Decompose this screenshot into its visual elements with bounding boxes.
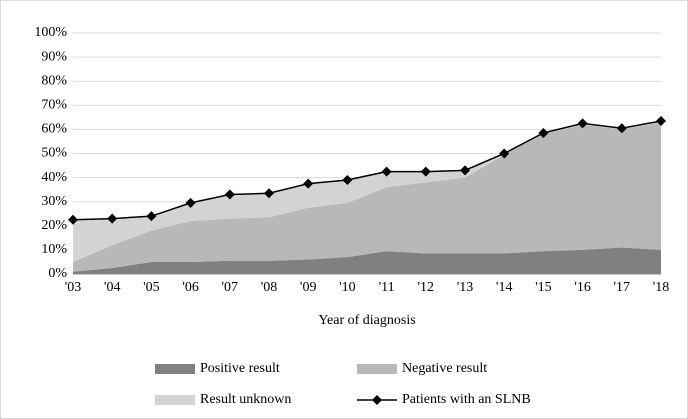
legend-swatch	[357, 364, 397, 374]
x-tick-label: '15	[535, 280, 552, 295]
line-marker	[185, 197, 196, 208]
x-tick-label: '09	[300, 280, 317, 295]
y-tick-label: 30%	[41, 194, 67, 209]
y-tick-label: 90%	[41, 49, 67, 64]
x-tick-label: '06	[182, 280, 199, 295]
x-tick-label: '18	[653, 280, 670, 295]
line-marker	[224, 189, 235, 200]
x-tick-label: '11	[379, 280, 395, 295]
legend-swatch	[155, 395, 195, 405]
y-tick-label: 60%	[41, 122, 67, 137]
legend-label: Positive result	[200, 361, 280, 376]
area	[73, 122, 661, 272]
legend-label: Patients with an SLNB	[402, 392, 531, 407]
x-tick-label: '17	[614, 280, 631, 295]
area	[73, 247, 661, 274]
line-marker	[656, 115, 666, 126]
line-marker	[68, 214, 78, 225]
line-marker	[264, 188, 274, 199]
y-tick-label: 50%	[41, 146, 67, 161]
y-tick-label: 10%	[41, 242, 67, 257]
x-tick-label: '03	[65, 280, 82, 295]
legend-swatch	[155, 364, 195, 374]
y-tick-label: 80%	[41, 73, 67, 88]
legend-label: Negative result	[402, 361, 487, 376]
line-marker	[577, 118, 588, 129]
line-marker	[342, 175, 353, 186]
x-tick-label: '05	[143, 280, 160, 295]
line-marker	[303, 178, 314, 189]
line-marker	[420, 166, 431, 177]
line-marker	[107, 213, 118, 224]
x-tick-label: '04	[104, 280, 121, 295]
y-tick-label: 70%	[41, 98, 67, 113]
x-axis-label: Year of diagnosis	[318, 313, 415, 328]
line	[72, 120, 662, 221]
line-marker	[616, 123, 627, 134]
x-tick-label: '07	[222, 280, 239, 295]
legend-marker	[372, 395, 382, 405]
y-tick-label: 20%	[41, 218, 67, 233]
x-tick-label: '13	[457, 280, 474, 295]
line-marker	[499, 148, 510, 159]
x-tick-label: '16	[574, 280, 591, 295]
line-marker	[381, 166, 392, 177]
x-tick-label: '08	[261, 280, 278, 295]
x-tick-label: '14	[496, 280, 513, 295]
y-tick-label: 100%	[34, 25, 67, 40]
legend-label: Result unknown	[200, 392, 291, 407]
line-marker	[146, 211, 157, 222]
area	[73, 120, 661, 262]
line-marker	[460, 165, 470, 176]
y-tick-label: 40%	[41, 170, 67, 185]
x-tick-label: '10	[339, 280, 356, 295]
x-tick-label: '12	[418, 280, 435, 295]
line-marker	[538, 128, 549, 139]
y-tick-label: 0%	[48, 266, 67, 281]
